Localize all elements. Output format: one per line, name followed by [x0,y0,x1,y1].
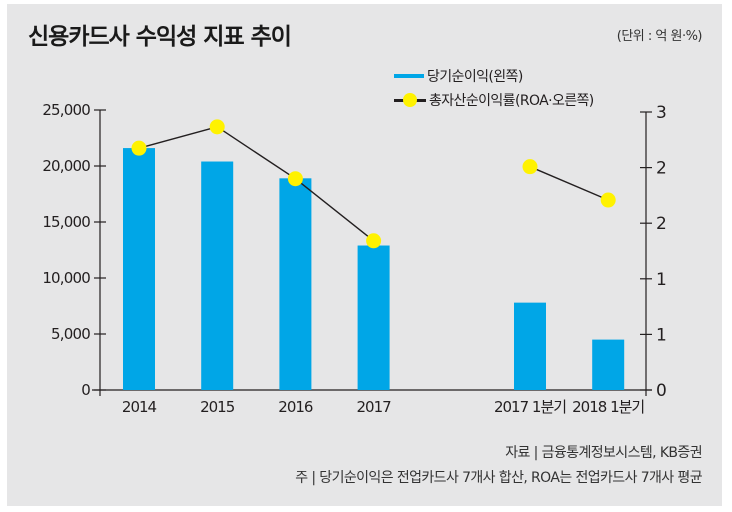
right-tick-label: 2 [656,214,666,234]
legend-item-roa: 총자산순이익률(ROA·오른쪽) [394,88,594,112]
roa-point [600,192,616,208]
left-tick-label: 20,000 [42,157,90,175]
right-tick-label: 2 [656,159,666,179]
left-tick-label: 5,000 [51,325,90,343]
source-note: 자료 | 금융통계정보시스템, KB증권 [505,445,702,461]
bar-swatch-icon [394,74,424,78]
net-income-bar [514,302,546,390]
roa-line-segment [138,126,375,242]
roa-point [522,159,538,175]
net-income-bar [357,245,390,390]
left-tick-label: 10,000 [42,269,90,287]
roa-point [366,233,382,249]
left-tick-label: 15,000 [42,213,90,231]
right-tick-label: 0 [656,381,666,401]
unit-label: (단위 : 억 원·%) [616,29,703,44]
net-income-bar [279,178,312,390]
footnote: 주 | 당기순이익은 전업카드사 7개사 합산, ROA는 전업카드사 7개사 … [295,470,702,486]
right-tick-label: 3 [656,103,666,123]
legend-item-net-income: 당기순이익(왼쪽) [394,64,594,88]
category-label: 2014 [122,398,157,416]
roa-point [209,119,225,135]
bars [123,148,625,390]
net-income-bar [123,148,155,390]
left-tick-label: 0 [81,381,90,399]
roa-lines [138,126,609,242]
roa-line-segment [529,166,609,201]
line-marker-swatch-icon [394,93,426,107]
category-label: 2017 1분기 [494,398,566,416]
right-tick-label: 1 [656,325,666,345]
axis-labels: 0 5,000 10,000 15,000 20,000 25,000 0 1 1 2 2 3 2014… [42,101,667,416]
roa-point [131,140,147,156]
legend-label: 총자산순이익률(ROA·오른쪽) [429,93,594,109]
category-label: 2015 [200,398,235,416]
net-income-bar [201,161,234,390]
right-tick-label: 1 [656,270,666,290]
category-label: 2017 [357,398,392,416]
legend-label: 당기순이익(왼쪽) [427,69,523,85]
category-label: 2016 [278,398,313,416]
chart-title: 신용카드사 수익성 지표 추이 [28,24,292,50]
left-tick-label: 25,000 [42,101,90,119]
roa-points [131,119,616,249]
net-income-bar [592,339,625,390]
legend: 당기순이익(왼쪽) 총자산순이익률(ROA·오른쪽) [394,64,594,112]
roa-point [287,171,303,187]
category-label: 2018 1분기 [572,398,644,416]
